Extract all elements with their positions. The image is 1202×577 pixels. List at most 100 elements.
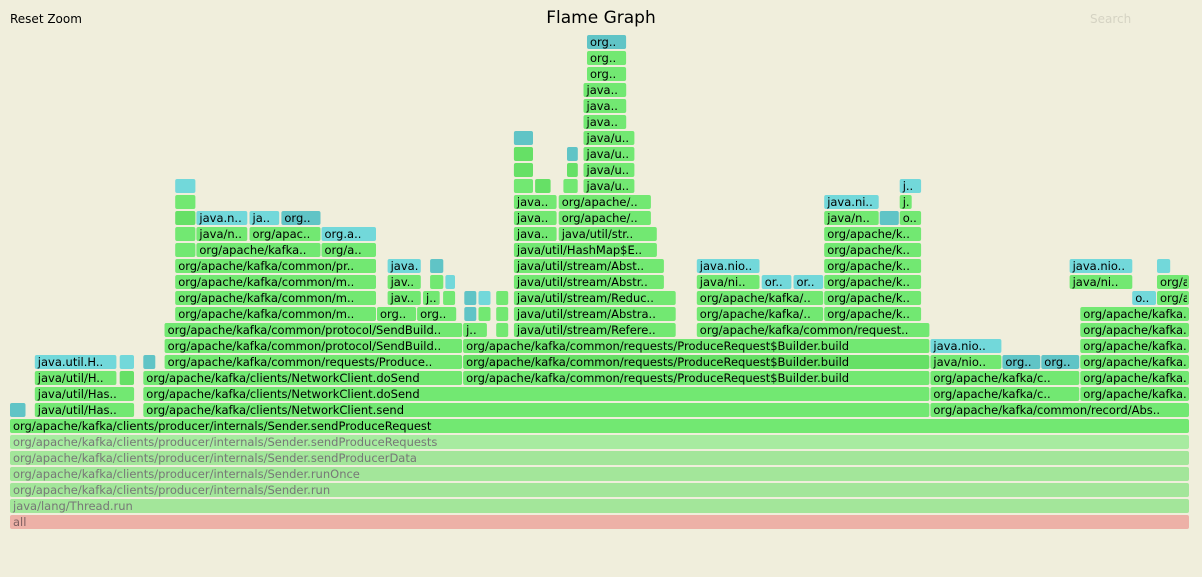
flame-frame[interactable]: java.. <box>513 227 557 241</box>
flame-frame[interactable] <box>1157 259 1171 273</box>
frame-bar[interactable] <box>824 291 922 305</box>
frame-bar[interactable] <box>143 371 463 385</box>
flame-frame[interactable]: java/util/Has.. <box>34 387 135 401</box>
flame-frame[interactable]: org/apache/kafka.. <box>1080 355 1190 369</box>
flame-frame[interactable]: org/apache/.. <box>558 195 651 209</box>
flame-frame[interactable]: org.. <box>417 307 457 321</box>
frame-bar[interactable] <box>10 419 1189 433</box>
frame-bar[interactable] <box>513 163 533 177</box>
frame-bar[interactable] <box>930 371 1080 385</box>
frame-bar[interactable] <box>567 163 578 177</box>
frame-bar[interactable] <box>10 483 1189 497</box>
frame-bar[interactable] <box>175 291 376 305</box>
frame-bar[interactable] <box>583 99 627 113</box>
flame-frame[interactable]: org/apache/k.. <box>824 259 922 273</box>
flame-frame[interactable] <box>445 275 455 289</box>
flame-frame[interactable]: org/apache/k.. <box>824 275 922 289</box>
flame-frame[interactable]: org/apache/kafka/common/request.. <box>696 323 930 337</box>
frame-bar[interactable] <box>496 291 509 305</box>
frame-bar[interactable] <box>164 355 463 369</box>
flame-frame[interactable]: java/u.. <box>583 179 635 193</box>
frame-bar[interactable] <box>696 259 760 273</box>
frame-bar[interactable] <box>423 291 440 305</box>
frame-bar[interactable] <box>696 307 824 321</box>
flame-frame[interactable] <box>175 211 196 225</box>
flame-frame[interactable]: all <box>10 515 1189 529</box>
flame-frame[interactable]: java/u.. <box>583 131 635 145</box>
frame-bar[interactable] <box>10 435 1189 449</box>
flame-frame[interactable]: o.. <box>899 211 922 225</box>
frame-bar[interactable] <box>824 307 922 321</box>
frame-bar[interactable] <box>478 307 491 321</box>
frame-bar[interactable] <box>175 227 196 241</box>
frame-bar[interactable] <box>281 211 321 225</box>
frame-bar[interactable] <box>496 307 509 321</box>
frame-bar[interactable] <box>430 259 444 273</box>
frame-bar[interactable] <box>175 179 196 193</box>
flame-frame[interactable] <box>175 227 196 241</box>
frame-bar[interactable] <box>196 227 248 241</box>
frame-bar[interactable] <box>249 211 280 225</box>
flame-frame[interactable]: org.. <box>1041 355 1080 369</box>
frame-bar[interactable] <box>496 323 509 337</box>
flame-frame[interactable]: org/apac.. <box>249 227 321 241</box>
frame-bar[interactable] <box>696 291 824 305</box>
flame-frame[interactable]: j.. <box>423 291 440 305</box>
frame-bar[interactable] <box>175 243 196 257</box>
flame-frame[interactable] <box>175 179 196 193</box>
flame-frame[interactable]: java/u.. <box>583 147 635 161</box>
frame-bar[interactable] <box>478 291 491 305</box>
flame-frame[interactable]: org/apache/k.. <box>824 291 922 305</box>
flame-frame[interactable]: org/apache/kafka/clients/NetworkClient.s… <box>143 403 930 417</box>
flame-frame[interactable]: org/apache/kafka/common/pr.. <box>175 259 376 273</box>
flame-frame[interactable]: java.. <box>583 99 627 113</box>
frame-bar[interactable] <box>793 275 824 289</box>
flame-frame[interactable]: org/apache/k.. <box>824 227 922 241</box>
frame-bar[interactable] <box>567 147 578 161</box>
frame-bar[interactable] <box>1080 307 1189 321</box>
frame-bar[interactable] <box>175 259 376 273</box>
flame-frame[interactable]: org/apache/kafka/common/m.. <box>175 307 376 321</box>
flame-frame[interactable]: org/apache/kafka/clients/producer/intern… <box>10 435 1189 449</box>
flame-frame[interactable]: or.. <box>793 275 824 289</box>
flame-frame[interactable]: java/n.. <box>196 227 248 241</box>
flame-frame[interactable]: org.. <box>587 51 627 65</box>
flame-frame[interactable]: org/apache/kafka/.. <box>696 307 824 321</box>
frame-bar[interactable] <box>10 515 1189 529</box>
frame-bar[interactable] <box>1157 259 1171 273</box>
flame-frame[interactable] <box>430 275 444 289</box>
flame-frame[interactable]: java.. <box>583 115 627 129</box>
frame-bar[interactable] <box>10 467 1189 481</box>
flame-frame[interactable]: java/util/stream/Reduc.. <box>513 291 676 305</box>
flame-frame[interactable] <box>443 291 456 305</box>
flame-frame[interactable] <box>563 179 578 193</box>
flame-frame[interactable]: java.util.H.. <box>34 355 117 369</box>
frame-bar[interactable] <box>1080 339 1189 353</box>
frame-bar[interactable] <box>513 195 557 209</box>
frame-bar[interactable] <box>587 67 627 81</box>
frame-bar[interactable] <box>1080 355 1189 369</box>
flame-frame[interactable] <box>567 147 578 161</box>
frame-bar[interactable] <box>464 291 477 305</box>
flame-frame[interactable]: org/apache/kafka/common/requests/Produce… <box>463 355 930 369</box>
frame-bar[interactable] <box>899 179 922 193</box>
flame-frame[interactable] <box>879 211 899 225</box>
flame-frame[interactable]: org.. <box>587 67 627 81</box>
frame-bar[interactable] <box>175 307 376 321</box>
flame-frame[interactable]: java/util/str.. <box>558 227 657 241</box>
frame-bar[interactable] <box>824 195 879 209</box>
flame-frame[interactable]: org/apache/kafka.. <box>196 243 321 257</box>
flame-frame[interactable]: org/apache/kafka/common/record/Abs.. <box>930 403 1189 417</box>
flame-frame[interactable]: org/apache/kafka/clients/producer/intern… <box>10 483 1189 497</box>
frame-bar[interactable] <box>513 147 533 161</box>
flame-frame[interactable]: org.. <box>281 211 321 225</box>
frame-bar[interactable] <box>824 259 922 273</box>
flame-frame[interactable]: org/apache/kafka/c.. <box>930 387 1080 401</box>
frame-bar[interactable] <box>143 355 156 369</box>
flame-frame[interactable]: java/util/Has.. <box>34 403 135 417</box>
flame-frame[interactable]: java/lang/Thread.run <box>10 499 1189 513</box>
flame-frame[interactable] <box>496 307 509 321</box>
frame-bar[interactable] <box>513 259 664 273</box>
flame-frame[interactable] <box>119 355 134 369</box>
frame-bar[interactable] <box>824 227 922 241</box>
